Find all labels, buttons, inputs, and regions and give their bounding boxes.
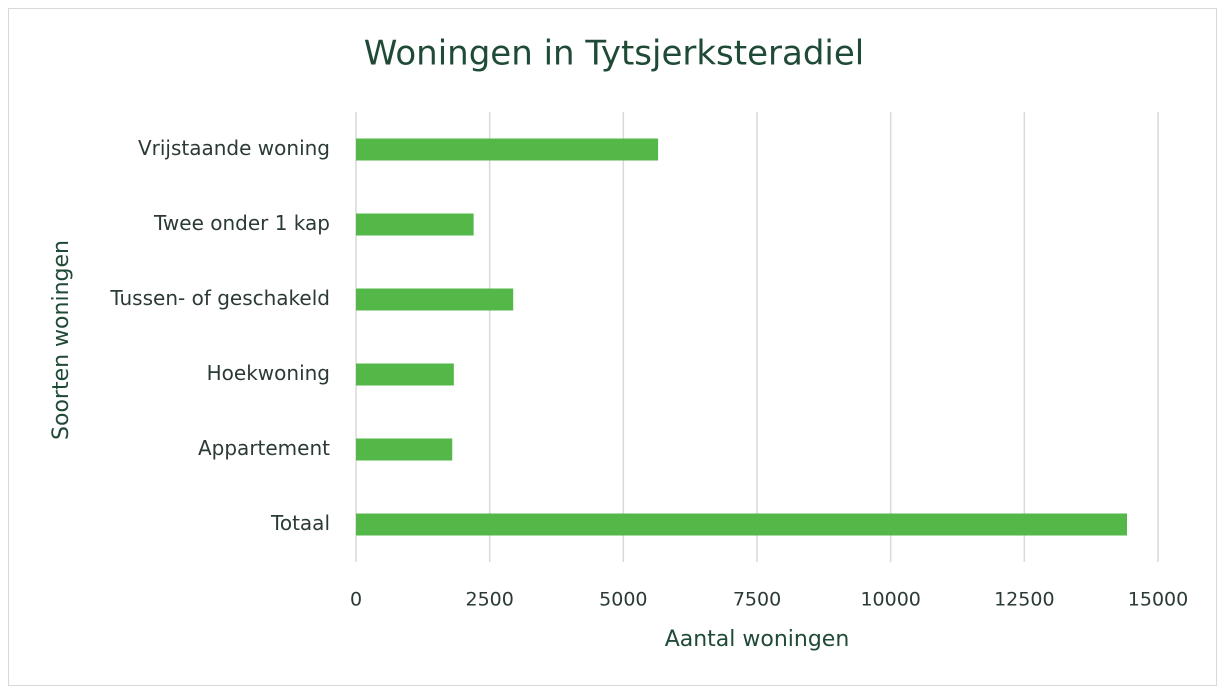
y-tick-label: Twee onder 1 kap (153, 211, 330, 235)
x-tick-label: 2500 (465, 589, 513, 611)
bar (356, 363, 454, 386)
chart-frame (8, 8, 1217, 686)
x-tick-label: 5000 (599, 589, 647, 611)
bar (356, 288, 514, 311)
y-tick-label: Appartement (198, 436, 330, 460)
x-tick-label: 10000 (860, 589, 920, 611)
x-axis-title: Aantal woningen (665, 627, 850, 652)
bar (356, 513, 1127, 536)
bar (356, 213, 474, 236)
y-tick-label: Vrijstaande woning (138, 136, 330, 160)
x-tick-label: 15000 (1128, 589, 1188, 611)
x-tick-label: 0 (350, 589, 362, 611)
bar (356, 438, 453, 461)
y-tick-label: Tussen- of geschakeld (109, 286, 330, 310)
chart-title: Woningen in Tytsjerksteradiel (364, 34, 864, 74)
y-tick-label: Hoekwoning (207, 361, 330, 385)
x-tick-label: 12500 (994, 589, 1054, 611)
y-tick-label: Totaal (270, 511, 330, 535)
x-tick-label: 7500 (733, 589, 781, 611)
y-axis-title: Soorten woningen (49, 240, 74, 440)
bar (356, 138, 659, 161)
